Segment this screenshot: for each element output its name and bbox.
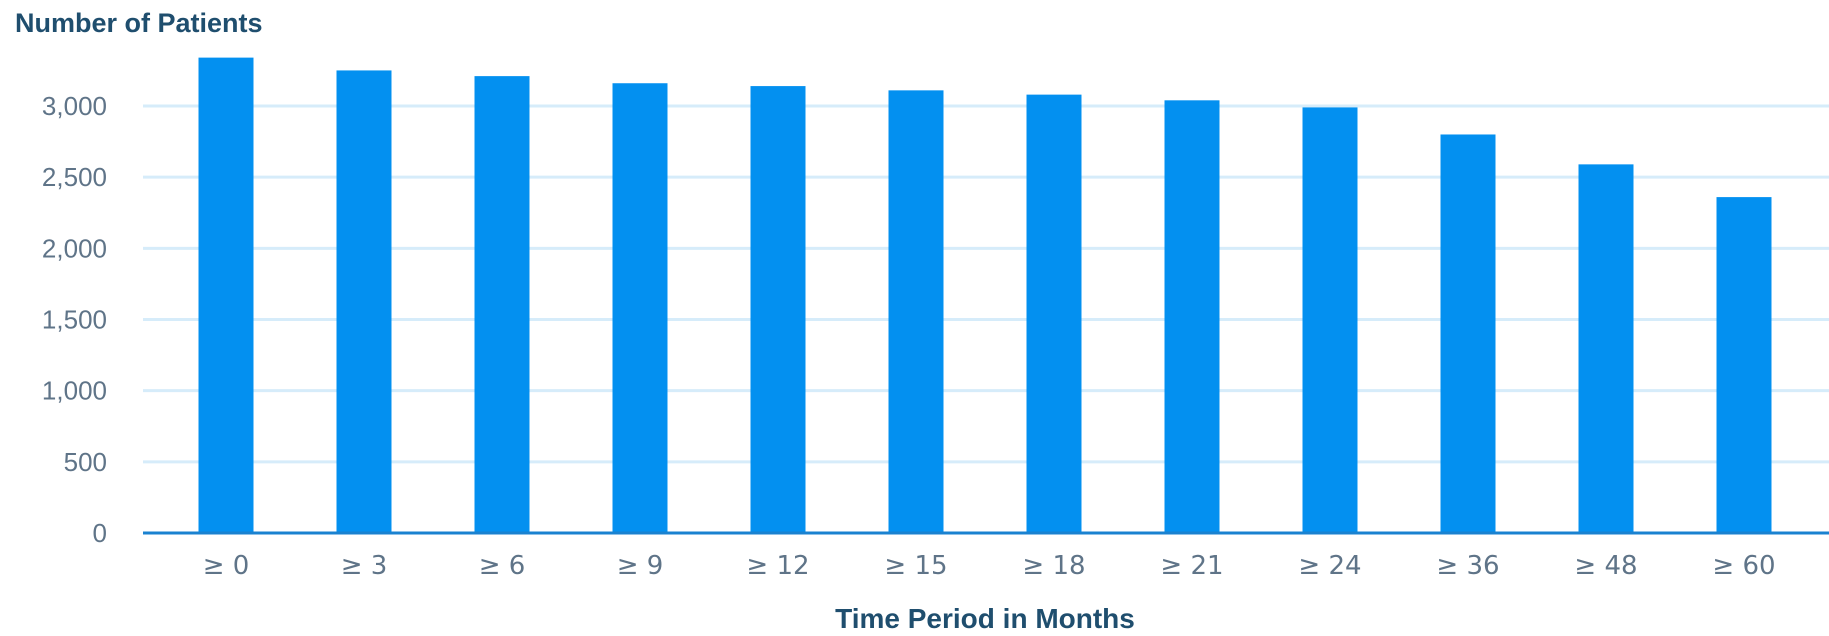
x-tick-label: ≥ 60 — [1712, 551, 1775, 581]
bar — [1302, 107, 1358, 534]
y-axis-ticks: 0 500 1,000 1,500 2,000 2,500 3,000 — [42, 91, 107, 548]
gridlines — [143, 104, 1829, 464]
bar — [198, 57, 254, 534]
bar — [888, 90, 944, 533]
x-tick-label: ≥ 15 — [884, 551, 947, 581]
x-tick-label: ≥ 48 — [1574, 551, 1637, 581]
y-tick-label: 1,500 — [42, 305, 107, 335]
bar — [1578, 164, 1634, 533]
x-tick-label: ≥ 0 — [203, 551, 250, 581]
y-axis-title: Number of Patients — [15, 8, 263, 38]
bar — [1026, 94, 1082, 533]
x-tick-label: ≥ 12 — [746, 551, 809, 581]
bar — [1440, 134, 1496, 533]
bar — [336, 70, 392, 534]
bar — [1716, 197, 1772, 533]
bar — [474, 76, 530, 533]
x-axis-title: Time Period in Months — [835, 603, 1135, 634]
x-tick-label: ≥ 21 — [1160, 551, 1223, 581]
y-tick-label: 2,000 — [42, 233, 107, 263]
x-tick-label: ≥ 18 — [1022, 551, 1085, 581]
y-tick-label: 3,000 — [42, 91, 107, 121]
x-tick-label: ≥ 36 — [1436, 551, 1499, 581]
y-tick-label: 0 — [93, 518, 107, 548]
y-tick-label: 500 — [64, 447, 107, 477]
x-tick-label: ≥ 3 — [341, 551, 388, 581]
bar — [750, 86, 806, 533]
bar — [612, 83, 668, 534]
x-tick-label: ≥ 24 — [1298, 551, 1361, 581]
x-tick-label: ≥ 9 — [617, 551, 664, 581]
y-tick-label: 1,000 — [42, 376, 107, 406]
x-axis-ticks: ≥ 0 ≥ 3 ≥ 6 ≥ 9 ≥ 12 ≥ 15 ≥ 18 ≥ 21 ≥ 24 ≥ 36 ≥ 48… — [203, 551, 1776, 581]
x-tick-label: ≥ 6 — [479, 551, 526, 581]
bar — [1164, 100, 1220, 533]
bars — [198, 57, 1772, 534]
y-tick-label: 2,500 — [42, 162, 107, 192]
